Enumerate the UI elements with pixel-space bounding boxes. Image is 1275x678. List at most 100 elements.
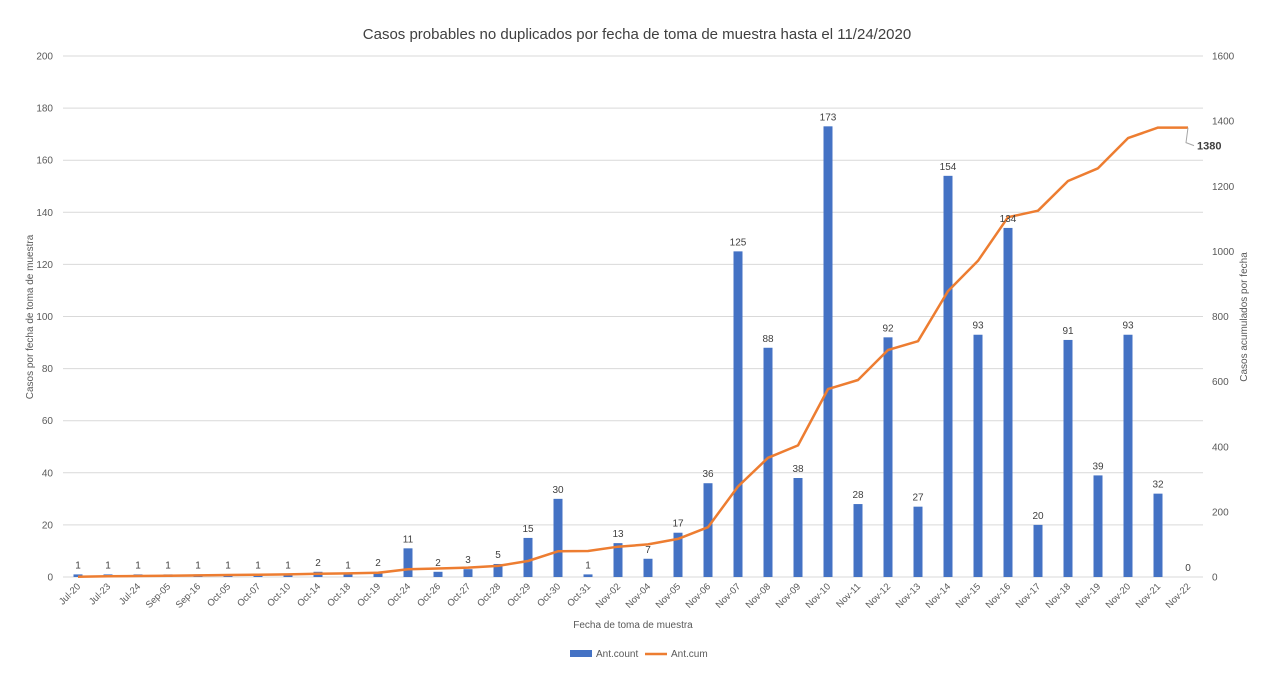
- bar-data-label: 38: [792, 464, 804, 475]
- x-tick-label: Nov-04: [624, 581, 653, 610]
- y-tick-label: 200: [36, 52, 53, 63]
- bar: [823, 126, 833, 578]
- bar-data-label: 17: [672, 519, 684, 530]
- bar-data-label: 1: [345, 560, 351, 571]
- bar-series: [73, 126, 1163, 578]
- bar-data-label: 15: [522, 524, 534, 535]
- bar-data-label: 1: [105, 560, 111, 571]
- bar-data-label: 28: [852, 490, 864, 501]
- y2-tick-label: 1600: [1212, 52, 1235, 63]
- bar: [1093, 475, 1103, 577]
- legend-label: Ant.count: [596, 649, 638, 660]
- x-axis-ticks: Jul-20 Jul-23 Jul-24 Sep-05 Sep-16 Oct-05 Oct-…: [57, 581, 1193, 610]
- bar: [853, 504, 863, 577]
- bar-data-label: 92: [882, 323, 894, 334]
- legend: Ant.count Ant.cum: [570, 649, 708, 660]
- x-tick-label: Nov-22: [1164, 581, 1193, 610]
- x-tick-label: Nov-18: [1044, 581, 1073, 610]
- y-tick-label: 100: [36, 312, 53, 323]
- x-tick-label: Oct-31: [565, 581, 593, 609]
- bar-data-label: 173: [820, 112, 837, 123]
- bar: [973, 334, 983, 577]
- bar: [283, 574, 293, 577]
- bar-data-label: 1: [135, 560, 141, 571]
- bar: [373, 571, 383, 577]
- legend-label: Ant.cum: [671, 649, 708, 660]
- x-tick-label: Oct-10: [265, 581, 293, 609]
- bar: [553, 498, 563, 577]
- x-tick-label: Oct-30: [535, 581, 563, 609]
- bar: [643, 558, 653, 577]
- y2-tick-label: 200: [1212, 507, 1229, 518]
- bar-data-label: 13: [612, 529, 624, 540]
- bar-data-label: 1: [75, 560, 81, 571]
- x-tick-label: Sep-05: [144, 581, 173, 610]
- x-tick-label: Nov-11: [834, 581, 863, 610]
- bar-data-label: 154: [940, 162, 957, 173]
- x-tick-label: Oct-07: [235, 581, 263, 609]
- y2-tick-label: 600: [1212, 377, 1229, 388]
- y-tick-label: 140: [36, 208, 53, 219]
- annotation-leader: [1185, 127, 1195, 147]
- bar: [763, 347, 773, 577]
- y2-tick-label: 800: [1212, 312, 1229, 323]
- bar-data-label: 3: [465, 555, 471, 566]
- bar-data-label: 1: [255, 560, 261, 571]
- left-axis-ticks: 0 20 40 60 80 100 120 140 160 180 200: [36, 52, 53, 584]
- cumulative-line: [77, 126, 1188, 578]
- bar: [913, 506, 923, 577]
- x-tick-label: Jul-23: [87, 581, 113, 607]
- y-tick-label: 80: [42, 364, 54, 375]
- x-tick-label: Nov-21: [1134, 581, 1163, 610]
- y-tick-label: 0: [47, 573, 53, 584]
- bar: [493, 563, 503, 577]
- bar: [433, 571, 443, 577]
- bar-data-label: 93: [972, 321, 984, 332]
- x-tick-label: Nov-16: [984, 581, 1013, 610]
- x-tick-label: Oct-24: [385, 581, 413, 609]
- bar: [463, 569, 473, 577]
- bar-data-label: 0: [1185, 563, 1191, 574]
- x-tick-label: Nov-13: [894, 581, 923, 610]
- bar: [1033, 524, 1043, 577]
- bar-data-label: 7: [645, 545, 651, 556]
- x-tick-label: Oct-14: [295, 581, 323, 609]
- x-tick-label: Oct-27: [445, 581, 473, 609]
- bar-data-label: 91: [1062, 326, 1074, 337]
- bar-data-label: 5: [495, 550, 501, 561]
- bar-data-label: 11: [403, 534, 414, 545]
- bar-data-label: 30: [552, 485, 564, 496]
- bar-data-label: 1: [165, 560, 171, 571]
- bar-data-label: 134: [1000, 214, 1017, 225]
- y-axis-label: Casos por fecha de toma de muestra: [25, 234, 36, 399]
- x-tick-label: Nov-15: [954, 581, 983, 610]
- bar: [613, 543, 623, 577]
- x-tick-label: Jul-20: [57, 581, 83, 607]
- y2-tick-label: 1200: [1212, 182, 1235, 193]
- bar-data-label: 88: [762, 334, 774, 345]
- bar-data-label: 2: [315, 558, 321, 569]
- chart-title: Casos probables no duplicados por fecha …: [363, 26, 911, 43]
- annotation-label: 1380: [1197, 141, 1221, 153]
- legend-swatch-bar: [570, 650, 592, 657]
- bar-data-label: 27: [912, 493, 924, 504]
- x-tick-label: Nov-07: [714, 581, 743, 610]
- x-tick-label: Nov-12: [864, 581, 893, 610]
- bar: [793, 478, 803, 577]
- right-axis-ticks: 0 200 400 600 800 1000 1200 1400 1600: [1212, 52, 1235, 584]
- bar-data-label: 1: [225, 560, 231, 571]
- bar-data-label: 2: [375, 558, 381, 569]
- bar-data-label: 39: [1092, 461, 1104, 472]
- bar: [703, 483, 713, 577]
- cumulative-annotation: 1380: [1185, 127, 1221, 153]
- x-tick-label: Oct-29: [505, 581, 533, 609]
- bar-data-label: 93: [1122, 321, 1134, 332]
- bar: [523, 537, 533, 577]
- bar: [733, 251, 743, 577]
- bar: [943, 175, 953, 577]
- bar: [1003, 227, 1013, 577]
- x-tick-label: Nov-19: [1074, 581, 1103, 610]
